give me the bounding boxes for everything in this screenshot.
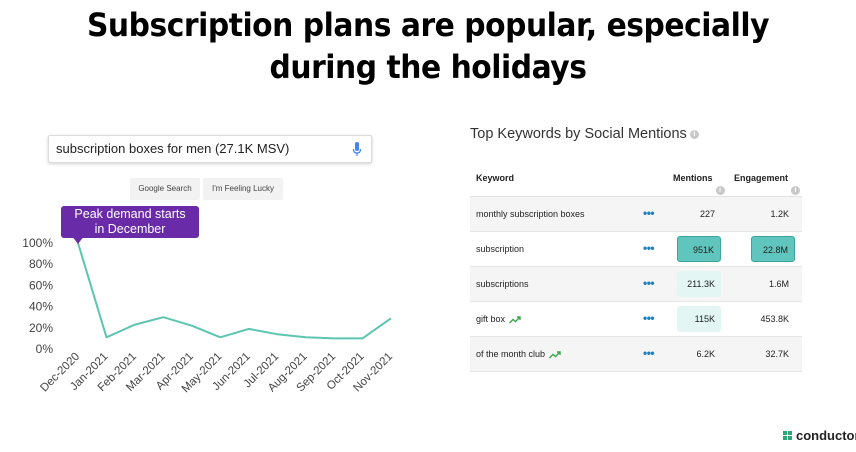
table-row[interactable]: of the month club ••• 6.2K 32.7K xyxy=(470,337,802,372)
title-line-1: Subscription plans are popular, especial… xyxy=(86,6,770,44)
series-line xyxy=(77,242,392,340)
more-options-icon[interactable]: ••• xyxy=(643,241,655,255)
table-row[interactable]: subscriptions ••• 211.3K 1.6M xyxy=(470,267,802,302)
table-row[interactable]: gift box ••• 115K 453.8K xyxy=(470,302,802,337)
table-body: monthly subscription boxes ••• 227 1.2K subs… xyxy=(470,197,802,372)
keyword-text: gift box xyxy=(476,314,506,324)
series xyxy=(77,242,392,340)
mic-icon[interactable] xyxy=(353,142,361,158)
y-tick-label: 20% xyxy=(29,321,53,335)
header-keyword: Keyword xyxy=(476,173,515,183)
table-header: Keyword Mentions i Engagement i xyxy=(470,160,802,197)
engagement-cell: 1.6M xyxy=(768,279,789,289)
table-title-text: Top Keywords by Social Mentions xyxy=(470,126,687,142)
google-search-button[interactable]: Google Search xyxy=(130,178,200,200)
keyword-text: of the month club xyxy=(476,349,546,359)
y-tick-label: 0% xyxy=(36,342,54,356)
conductor-logo: conductor xyxy=(796,428,856,443)
mentions-cell: 211.3K xyxy=(677,271,721,297)
keyword-text: monthly subscription boxes xyxy=(476,209,585,219)
y-tick-label: 80% xyxy=(29,257,53,271)
more-options-icon[interactable]: ••• xyxy=(643,206,655,220)
conductor-logo-icon xyxy=(783,431,792,440)
x-axis: Dec-2020Jan-2021Feb-2021Mar-2021Apr-2021… xyxy=(38,351,395,396)
y-axis: 0% 20% 40% 60% 80% 100% xyxy=(22,236,53,356)
feeling-lucky-button[interactable]: I'm Feeling Lucky xyxy=(203,178,283,200)
info-icon[interactable]: i xyxy=(791,186,801,195)
info-icon[interactable]: i xyxy=(715,186,725,195)
keyword-text: subscription xyxy=(476,244,525,254)
annotation-callout: Peak demand starts in December xyxy=(61,206,199,238)
keyword-cell: subscription xyxy=(476,244,524,254)
title-line-2: during the holidays xyxy=(269,48,587,86)
trending-up-icon xyxy=(549,350,561,359)
annotation-line-1: Peak demand starts xyxy=(74,207,186,221)
keyword-cell: gift box xyxy=(476,314,521,324)
more-options-icon[interactable]: ••• xyxy=(643,276,655,290)
more-options-icon[interactable]: ••• xyxy=(643,346,655,360)
info-icon[interactable]: i xyxy=(689,129,699,139)
mentions-cell: 6.2K xyxy=(696,349,715,359)
search-input[interactable]: subscription boxes for men (27.1K MSV) xyxy=(56,141,290,156)
table-row[interactable]: monthly subscription boxes ••• 227 1.2K xyxy=(470,197,802,232)
keyword-cell: subscriptions xyxy=(476,279,529,289)
y-tick-label: 40% xyxy=(29,300,53,314)
keyword-text: subscriptions xyxy=(476,279,529,289)
mentions-cell: 951K xyxy=(677,236,721,262)
mentions-cell: 115K xyxy=(677,306,721,332)
engagement-cell: 32.7K xyxy=(765,349,789,359)
keyword-cell: of the month club xyxy=(476,349,561,359)
y-tick-label: 60% xyxy=(29,278,53,292)
keyword-cell: monthly subscription boxes xyxy=(476,209,585,219)
page-title: Subscription plans are popular, especial… xyxy=(30,4,826,88)
annotation-pointer xyxy=(72,236,84,244)
table-row[interactable]: subscription ••• 951K 22.8M xyxy=(470,232,802,267)
mentions-cell: 227 xyxy=(699,209,715,219)
header-mentions: Mentions i xyxy=(673,173,725,195)
y-tick-label: 100% xyxy=(22,236,53,250)
header-mentions-label: Mentions xyxy=(673,173,713,183)
more-options-icon[interactable]: ••• xyxy=(643,311,655,325)
header-engagement-label: Engagement xyxy=(734,173,789,183)
engagement-cell: 22.8M xyxy=(751,236,795,262)
trending-up-icon xyxy=(509,315,521,324)
engagement-cell: 1.2K xyxy=(770,209,789,219)
search-box[interactable]: subscription boxes for men (27.1K MSV) xyxy=(48,135,372,163)
table-title: Top Keywords by Social Mentions i xyxy=(470,126,699,142)
header-engagement: Engagement i xyxy=(734,173,801,195)
line-chart: 0% 20% 40% 60% 80% 100% Dec-2020Jan-2021Feb-2… xyxy=(22,236,395,396)
keywords-table: Keyword Mentions i Engagement i monthly su… xyxy=(470,160,802,372)
engagement-cell: 453.8K xyxy=(760,314,789,324)
annotation-line-2: in December xyxy=(94,222,166,236)
